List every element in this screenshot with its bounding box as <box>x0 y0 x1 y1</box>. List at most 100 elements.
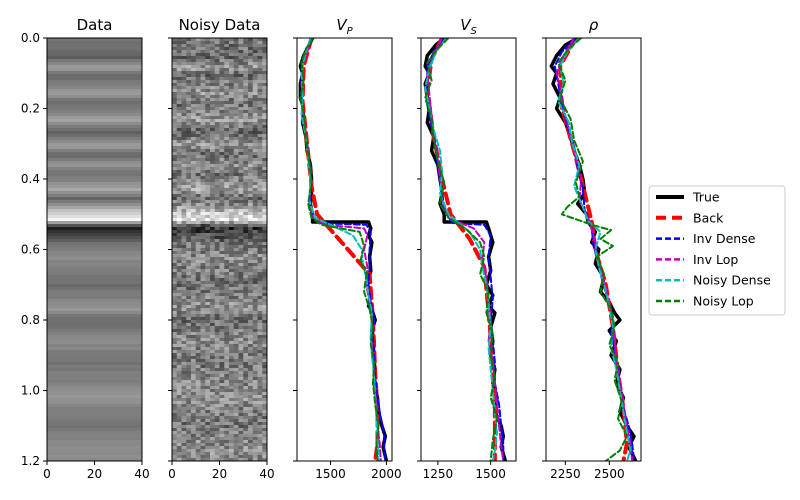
noisy-data-cell <box>191 80 197 84</box>
noisy-data-cell <box>243 56 249 60</box>
noisy-data-cell <box>195 422 202 426</box>
noisy-data-cell <box>205 56 211 60</box>
noisy-data-cell <box>219 233 225 237</box>
noisy-data-cell <box>252 383 259 387</box>
noisy-data-cell <box>176 425 183 429</box>
noisy-data-cell <box>200 269 206 273</box>
noisy-data-cell <box>205 362 211 366</box>
noisy-data-cell <box>229 62 235 66</box>
noisy-data-cell <box>224 119 230 123</box>
noisy-data-cell <box>186 332 192 336</box>
noisy-data-cell <box>205 344 211 348</box>
data-row <box>47 65 142 69</box>
noisy-data-cell <box>219 212 225 216</box>
noisy-data-cell <box>210 323 216 327</box>
noisy-data-cell <box>205 155 211 159</box>
noisy-data-cell <box>214 47 221 51</box>
noisy-data-cell <box>219 386 225 390</box>
noisy-data-cell <box>238 104 244 108</box>
data-row <box>47 140 142 144</box>
noisy-data-cell <box>224 362 230 366</box>
noisy-data-cell <box>210 230 216 234</box>
noisy-data-cell <box>257 302 263 306</box>
noisy-data-cell <box>214 290 221 294</box>
noisy-data-cell <box>191 452 197 456</box>
noisy-data-cell <box>214 443 221 447</box>
noisy-data-cell <box>252 398 259 402</box>
noisy-data-cell <box>243 134 249 138</box>
noisy-data-cell <box>224 71 230 75</box>
noisy-data-cell <box>257 299 263 303</box>
noisy-data-cell <box>172 212 178 216</box>
noisy-data-cell <box>252 80 259 84</box>
data-row <box>47 245 142 249</box>
noisy-data-cell <box>210 296 216 300</box>
noisy-data-cell <box>248 263 254 267</box>
noisy-data-cell <box>214 59 221 63</box>
noisy-data-cell <box>191 197 197 201</box>
noisy-data-cell <box>224 260 230 264</box>
noisy-data-cell <box>210 419 216 423</box>
noisy-data-cell <box>219 341 225 345</box>
noisy-data-cell <box>233 383 240 387</box>
noisy-data-cell <box>186 47 192 51</box>
noisy-data-cell <box>195 365 202 369</box>
noisy-data-cell <box>181 179 187 183</box>
noisy-data-cell <box>214 272 221 276</box>
noisy-data-cell <box>191 257 197 261</box>
y-ticks-noisy-data <box>168 37 172 462</box>
noisy-data-cell <box>229 98 235 102</box>
noisy-data-cell <box>262 155 267 159</box>
noisy-data-cell <box>233 104 240 108</box>
noisy-data-cell <box>172 134 178 138</box>
noisy-data-cell <box>200 122 206 126</box>
noisy-data-cell <box>243 101 249 105</box>
noisy-data-cell <box>224 236 230 240</box>
noisy-data-cell <box>172 221 178 225</box>
noisy-data-cell <box>176 254 183 258</box>
noisy-data-cell <box>195 326 202 330</box>
noisy-data-cell <box>219 116 225 120</box>
noisy-data-cell <box>238 182 244 186</box>
noisy-data-cell <box>186 344 192 348</box>
noisy-data-cell <box>257 362 263 366</box>
noisy-data-cell <box>176 152 183 156</box>
noisy-data-cell <box>205 53 211 57</box>
noisy-data-cell <box>252 101 259 105</box>
noisy-data-cell <box>248 101 254 105</box>
noisy-data-cell <box>224 89 230 93</box>
noisy-data-cell <box>248 113 254 117</box>
noisy-data-cell <box>205 134 211 138</box>
noisy-data-cell <box>257 47 263 51</box>
noisy-data-cell <box>176 44 183 48</box>
noisy-data-cell <box>219 344 225 348</box>
noisy-data-cell <box>200 449 206 453</box>
noisy-data-cell <box>219 122 225 126</box>
noisy-data-cell <box>186 221 192 225</box>
noisy-data-cell <box>262 131 267 135</box>
noisy-data-cell <box>200 248 206 252</box>
noisy-data-cell <box>210 389 216 393</box>
noisy-data-cell <box>172 326 178 330</box>
noisy-data-cell <box>195 233 202 237</box>
noisy-data-cell <box>200 362 206 366</box>
noisy-data-cell <box>210 59 216 63</box>
noisy-data-cell <box>262 290 267 294</box>
data-row <box>47 119 142 123</box>
noisy-data-cell <box>200 428 206 432</box>
noisy-data-cell <box>248 404 254 408</box>
noisy-data-cell <box>219 431 225 435</box>
noisy-data-cell <box>252 338 259 342</box>
noisy-data-cell <box>248 326 254 330</box>
noisy-data-cell <box>243 104 249 108</box>
noisy-data-cell <box>205 224 211 228</box>
noisy-data-cell <box>210 416 216 420</box>
noisy-data-cell <box>238 92 244 96</box>
noisy-data-cell <box>181 356 187 360</box>
noisy-data-cell <box>205 209 211 213</box>
noisy-data-cell <box>195 104 202 108</box>
noisy-data-cell <box>248 188 254 192</box>
noisy-data-cell <box>186 260 192 264</box>
noisy-data-cell <box>224 38 230 42</box>
noisy-data-cell <box>219 89 225 93</box>
